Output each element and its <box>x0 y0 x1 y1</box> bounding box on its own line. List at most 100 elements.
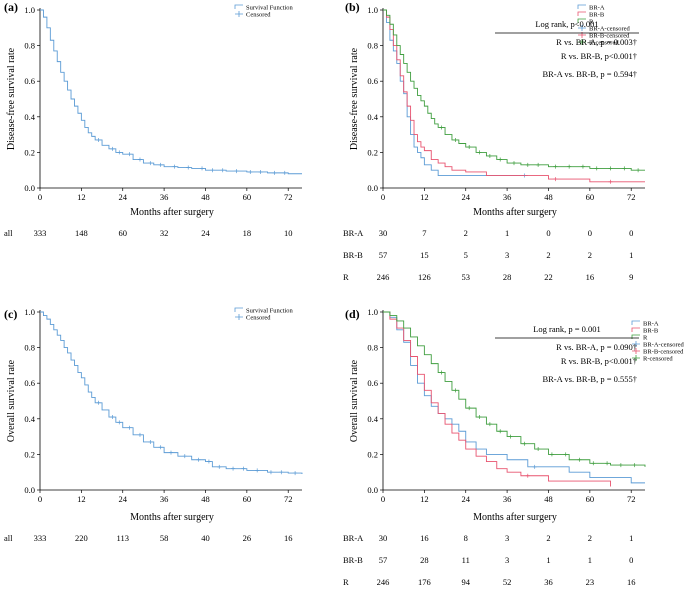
y-tick-label: 0.6 <box>24 76 35 86</box>
risk-value: 8 <box>464 533 468 543</box>
risk-value: 333 <box>34 533 47 543</box>
legend-swatch <box>234 307 243 312</box>
censor-mark <box>453 388 458 393</box>
risk-value: 40 <box>201 533 210 543</box>
legend-entry: BR-B-censored <box>589 33 630 40</box>
y-tick-label: 0.8 <box>367 343 378 353</box>
risk-value: 58 <box>160 533 169 543</box>
series-line-r <box>383 311 646 467</box>
censor-mark <box>186 165 191 170</box>
x-tick-label: 60 <box>243 192 252 202</box>
x-axis-label: Months after surgery <box>130 207 214 218</box>
censor-mark <box>217 464 222 469</box>
y-tick-label: 0.0 <box>24 485 35 495</box>
legend-entry: R <box>589 19 594 26</box>
censor-mark <box>477 415 482 420</box>
legend-entry: R <box>643 335 648 342</box>
x-tick-label: 60 <box>586 192 595 202</box>
x-tick-label: 24 <box>118 192 127 202</box>
y-axis-label: Disease-free survival rate <box>6 47 17 150</box>
panel-d-os-groups: (d)0.00.20.40.60.81.00 12 24 36 48 60 72Months… <box>343 307 685 587</box>
stat-logrank: Log rank, p = 0.001 <box>533 324 601 334</box>
censor-mark <box>439 125 444 130</box>
risk-value: 52 <box>503 577 512 587</box>
y-tick-label: 1.0 <box>367 307 378 317</box>
censor-mark <box>522 441 527 446</box>
legend-swatch <box>632 355 640 361</box>
risk-value: 176 <box>418 577 431 587</box>
risk-value: 2 <box>588 250 592 260</box>
y-tick-label: 1.0 <box>24 5 35 15</box>
legend-entry: BR-B <box>643 328 659 335</box>
censor-mark <box>127 425 132 430</box>
censor-mark <box>293 471 298 476</box>
y-tick-label: 0.6 <box>367 378 378 388</box>
panel-label: (b) <box>345 0 360 14</box>
censor-mark <box>158 162 163 167</box>
stat-r-vs-brb: R vs. BR-B, p<0.001† <box>561 51 637 61</box>
legend-swatch <box>577 4 586 9</box>
risk-value: 9 <box>629 272 633 282</box>
stat-r-vs-brb: R vs. BR-B, p<0.001† <box>561 356 637 366</box>
risk-value: 3 <box>505 533 509 543</box>
y-tick-label: 0.2 <box>24 449 35 459</box>
legend-entry: BR-A <box>643 321 659 328</box>
x-tick-label: 12 <box>420 192 429 202</box>
risk-value: 10 <box>284 228 293 238</box>
censor-mark <box>618 463 623 468</box>
censor-mark <box>532 464 537 469</box>
censor-mark <box>137 157 142 162</box>
risk-value: 16 <box>627 577 636 587</box>
censor-mark <box>196 457 201 462</box>
censor-mark <box>258 169 263 174</box>
censor-mark <box>525 162 530 167</box>
legend-swatch <box>577 11 586 16</box>
censor-mark <box>210 168 215 173</box>
panel-label: (d) <box>345 307 360 321</box>
risk-value: 57 <box>379 555 388 565</box>
x-axis-label: Months after surgery <box>130 512 214 523</box>
censor-mark <box>477 150 482 155</box>
risk-value: 7 <box>422 228 426 238</box>
y-tick-label: 0.0 <box>24 183 35 193</box>
x-tick-label: 36 <box>503 494 512 504</box>
censor-mark <box>137 432 142 437</box>
risk-row-label: BR-B <box>343 250 363 260</box>
risk-value: 16 <box>586 272 595 282</box>
legend-swatch <box>578 25 586 31</box>
risk-value: 1 <box>588 555 592 565</box>
risk-value: 1 <box>546 555 550 565</box>
risk-row-label: BR-A <box>343 533 364 543</box>
x-tick-label: 24 <box>461 494 470 504</box>
risk-row-label: all <box>4 533 13 543</box>
legend-entry: Censored <box>246 12 271 19</box>
risk-value: 30 <box>379 228 388 238</box>
risk-value: 32 <box>160 228 169 238</box>
x-tick-label: 0 <box>38 192 42 202</box>
censor-mark <box>487 422 492 427</box>
y-tick-label: 0.4 <box>367 112 378 122</box>
stat-r-vs-bra: R vs. BR-A, p = 0.090† <box>556 342 637 352</box>
risk-value: 60 <box>118 228 127 238</box>
risk-value: 53 <box>461 272 470 282</box>
y-tick-label: 0.4 <box>24 414 35 424</box>
censor-mark <box>231 466 236 471</box>
risk-value: 1 <box>629 533 633 543</box>
risk-value: 246 <box>377 272 390 282</box>
y-tick-label: 0.2 <box>24 147 35 157</box>
censor-mark <box>148 161 153 166</box>
legend-entry: Survival Function <box>246 308 294 315</box>
y-tick-label: 0.2 <box>367 449 378 459</box>
censor-mark <box>200 166 205 171</box>
censor-mark <box>467 406 472 411</box>
x-tick-label: 36 <box>160 192 169 202</box>
censor-mark <box>248 169 253 174</box>
y-tick-label: 0.4 <box>24 112 35 122</box>
panel-b-dfs-groups: (b)0.00.20.40.60.81.00 12 24 36 48 60 72Months… <box>343 0 645 282</box>
risk-value: 0 <box>629 228 633 238</box>
risk-value: 36 <box>544 577 553 587</box>
y-tick-label: 0.6 <box>24 378 35 388</box>
x-tick-label: 24 <box>118 494 127 504</box>
legend-swatch <box>235 11 243 17</box>
